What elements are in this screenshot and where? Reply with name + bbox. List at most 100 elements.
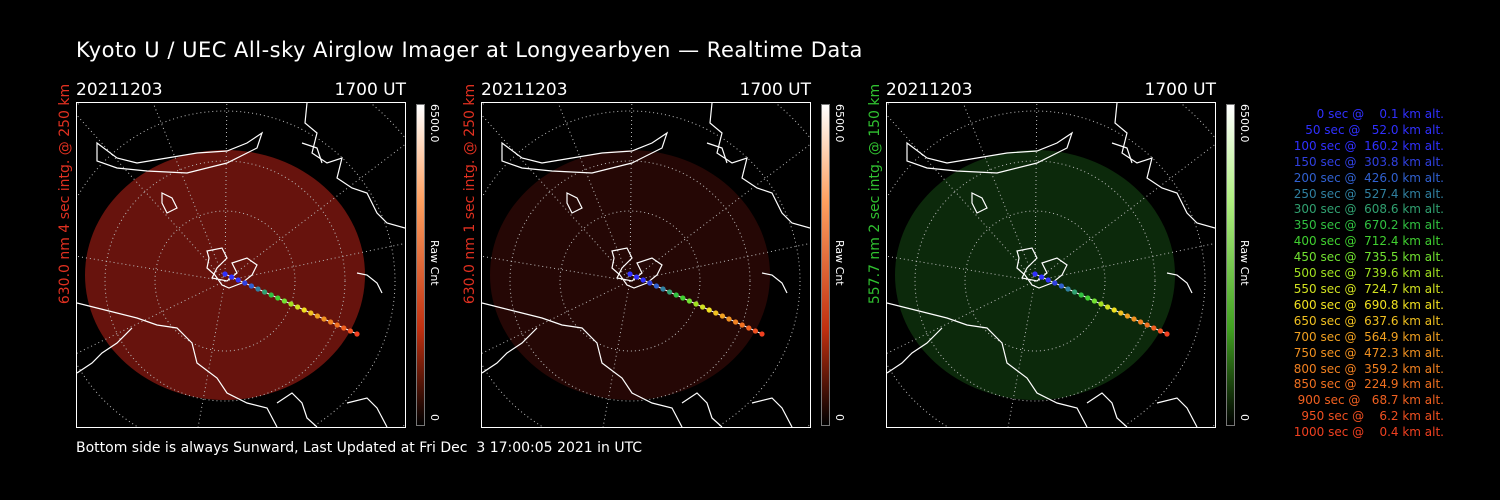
trajectory-point <box>301 307 307 313</box>
latitude-grid-circle <box>914 160 1156 402</box>
trajectory-point <box>248 283 254 289</box>
longitude-grid-line <box>602 280 631 427</box>
colorbar-min-label: 0 <box>428 414 441 421</box>
trajectory-point <box>1052 280 1058 286</box>
colorbar <box>1226 104 1235 426</box>
legend-entry: 100 sec @ 160.2 km alt. <box>1293 138 1444 153</box>
trajectory-point <box>660 286 666 292</box>
legend-entry: 0 sec @ 0.1 km alt. <box>1309 107 1444 121</box>
coastline <box>887 302 1088 427</box>
longitude-grid-line <box>482 255 631 282</box>
coastline <box>906 131 1074 174</box>
coastline <box>566 192 583 214</box>
panel-ylabel: 557.7 nm 2 sec intg. @ 150 km <box>867 83 883 305</box>
legend-entry: 250 sec @ 527.4 km alt. <box>1293 186 1444 201</box>
legend-entry: 500 sec @ 739.6 km alt. <box>1293 266 1444 281</box>
latitude-grid-circle <box>154 210 296 352</box>
legend-entry: 50 sec @ 52.0 km alt. <box>1301 122 1444 137</box>
trajectory-point <box>314 313 320 319</box>
trajectory-point <box>1098 301 1104 307</box>
allsky-image <box>481 102 811 428</box>
allsky-image <box>886 102 1216 428</box>
trajectory-point <box>1111 307 1117 313</box>
colorbar-max-label: 6500.0 <box>428 104 441 143</box>
colorbar-unit-label: Raw Cnt <box>428 240 441 286</box>
trajectory-point <box>706 307 712 313</box>
coastline <box>1156 397 1198 427</box>
longitude-grid-line <box>224 242 405 282</box>
latitude-grid-circle <box>887 110 1206 427</box>
trajectory-point <box>341 325 347 331</box>
coastline <box>346 397 388 427</box>
trajectory-point <box>680 295 686 301</box>
legend-entry: 600 sec @ 690.8 km alt. <box>1293 297 1444 312</box>
coastline <box>1114 103 1215 229</box>
trajectory-point <box>700 304 706 310</box>
trajectory-point <box>347 328 353 334</box>
coastline <box>501 131 669 174</box>
coastline <box>356 272 383 294</box>
coastline <box>1016 247 1068 289</box>
trajectory-point <box>308 310 314 316</box>
trajectory-point <box>1157 328 1163 334</box>
panel-time: 1700 UT <box>1144 80 1217 100</box>
trajectory-point <box>1072 289 1078 295</box>
legend-entry: 400 sec @ 712.4 km alt. <box>1293 234 1444 249</box>
coastline <box>611 247 663 289</box>
trajectory-point <box>288 301 294 307</box>
coastline <box>77 327 133 374</box>
colorbar-unit-label: Raw Cnt <box>1238 240 1251 286</box>
trajectory-point <box>235 277 241 283</box>
latitude-grid-circle <box>482 110 801 427</box>
panel-time: 1700 UT <box>739 80 812 100</box>
trajectory-point <box>262 289 268 295</box>
coastline <box>482 302 683 427</box>
legend-entry: 550 sec @ 724.7 km alt. <box>1293 281 1444 296</box>
image-panel-1: 20211203 1700 UT <box>76 80 406 430</box>
coastline <box>96 131 264 174</box>
latitude-grid-circle <box>509 160 751 402</box>
legend-entry: 300 sec @ 608.6 km alt. <box>1293 202 1444 217</box>
latitude-grid-circle <box>964 210 1106 352</box>
legend-entry: 700 sec @ 564.9 km alt. <box>1293 329 1444 344</box>
longitude-grid-line <box>1007 280 1036 427</box>
coastline <box>761 272 788 294</box>
trajectory-point <box>334 322 340 328</box>
trajectory-point <box>1118 310 1124 316</box>
trajectory-point <box>673 292 679 298</box>
panel-date: 20211203 <box>886 80 973 100</box>
latitude-grid-circle <box>559 210 701 352</box>
colorbar <box>821 104 830 426</box>
coastline <box>206 247 258 289</box>
trajectory-point <box>1039 274 1045 280</box>
colorbar-min-label: 0 <box>1238 414 1251 421</box>
trajectory-point <box>1164 331 1170 337</box>
longitude-grid-line <box>1034 242 1215 282</box>
legend-entry: 950 sec @ 6.2 km alt. <box>1301 409 1444 424</box>
trajectory-point <box>275 295 281 301</box>
trajectory-point <box>1144 322 1150 328</box>
trajectory-point <box>229 274 235 280</box>
coastline <box>751 397 793 427</box>
colorbar-min-label: 0 <box>833 414 846 421</box>
trajectory-point <box>281 298 287 304</box>
trajectory-point <box>640 277 646 283</box>
trajectory-point <box>1091 298 1097 304</box>
coastline <box>681 392 723 427</box>
longitude-grid-line <box>887 255 1036 282</box>
longitude-grid-line <box>77 255 226 282</box>
coastline <box>1086 392 1128 427</box>
coastline <box>301 142 323 164</box>
legend-entry: 650 sec @ 637.6 km alt. <box>1293 313 1444 328</box>
panel-time: 1700 UT <box>334 80 407 100</box>
longitude-grid-line <box>197 280 226 427</box>
longitude-grid-line <box>629 242 810 282</box>
coastline <box>971 192 988 214</box>
trajectory-point <box>1131 316 1137 322</box>
trajectory-point <box>268 292 274 298</box>
trajectory-point <box>242 280 248 286</box>
trajectory-point <box>647 280 653 286</box>
coastline <box>77 302 278 427</box>
allsky-image <box>76 102 406 428</box>
coastline <box>709 103 810 229</box>
